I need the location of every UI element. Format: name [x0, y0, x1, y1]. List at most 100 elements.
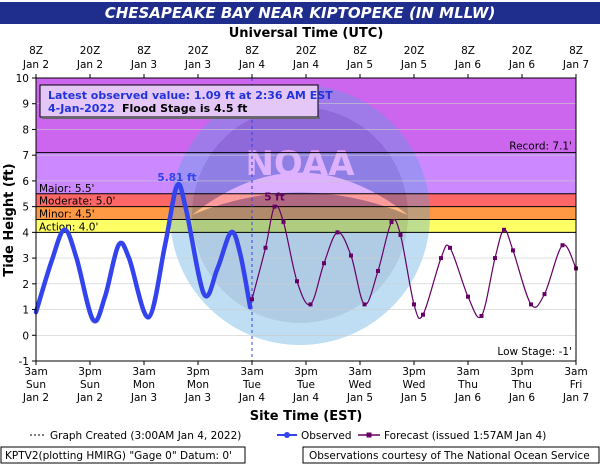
forecast-point	[263, 245, 268, 250]
bottom-tick-time: 3pm	[510, 366, 534, 378]
bottom-tick-day: Wed	[403, 379, 426, 391]
bottom-tick-day: Mon	[187, 379, 209, 391]
forecast-point	[335, 230, 340, 235]
bottom-tick-day: Thu	[457, 379, 478, 391]
stage-lines: Record: 7.1' Major: 5.5'Moderate: 5.0'Min…	[36, 141, 576, 358]
forecast-point	[448, 245, 452, 250]
footer-right-text: Observations courtesy of The National Oc…	[309, 450, 590, 462]
legend-forecast-marker	[366, 432, 372, 438]
top-tick-date: Jan 2	[76, 59, 103, 71]
forecast-point	[542, 292, 547, 297]
forecast-point	[322, 261, 326, 266]
bottom-tick-date: Jan 5	[400, 392, 427, 404]
top-tick-date: Jan 5	[400, 59, 427, 71]
forecast-point	[529, 302, 533, 307]
observed-peak-label: 5.81 ft	[157, 172, 196, 184]
stage-label-moderate: Moderate: 5.0'	[39, 196, 115, 208]
bottom-tick-day: Fri	[570, 379, 583, 391]
bottom-tick-day: Tue	[296, 379, 315, 391]
chart-title: CHESAPEAKE BAY NEAR KIPTOPEKE (IN MLLW)	[105, 4, 496, 22]
y-axis-title: Tide Height (ft)	[2, 163, 17, 276]
top-tick-date: Jan 6	[508, 59, 536, 71]
top-tick-hour: 8Z	[461, 45, 475, 57]
forecast-point	[493, 256, 497, 261]
latest-value-date: 4-Jan-2022	[48, 102, 115, 115]
bottom-axis-title: Site Time (EST)	[250, 409, 363, 424]
forecast-point	[439, 256, 443, 261]
y-axis-ticks: -1 0 1 2 3 4 5 6 7 8 9 10	[16, 73, 36, 368]
bottom-tick-time: 3am	[132, 366, 155, 378]
top-tick-date: Jan 2	[22, 59, 49, 71]
y-tick-label: 5	[22, 202, 29, 214]
forecast-point	[389, 220, 394, 225]
bottom-tick-day: Tue	[242, 379, 261, 391]
bottom-tick-time: 3am	[564, 366, 587, 378]
legend-forecast-text: Forecast (issued 1:57AM Jan 4)	[384, 430, 546, 442]
bottom-tick-date: Jan 3	[130, 392, 157, 404]
series-layer: 5.81 ft 5 ft	[33, 78, 578, 361]
observed-series-line	[33, 182, 253, 324]
forecast-point	[412, 302, 416, 307]
y-tick-label: 7	[22, 150, 29, 162]
forecast-point	[466, 294, 470, 299]
top-tick-hour: 20Z	[80, 45, 101, 57]
forecast-point	[560, 243, 565, 248]
forecast-series-line	[251, 204, 577, 319]
major-band	[36, 152, 576, 194]
bottom-tick-date: Jan 6	[454, 392, 482, 404]
noaa-watermark: NOAA	[170, 85, 430, 345]
y-tick-label: 1	[22, 305, 29, 317]
flood-stage-text: Flood Stage is 4.5 ft	[122, 102, 247, 115]
bottom-tick-time: 3pm	[78, 366, 102, 378]
forecast-point	[281, 220, 286, 225]
stage-label-action: Action: 4.0'	[39, 221, 98, 233]
bottom-tick-day: Thu	[511, 379, 532, 391]
bottom-tick-day: Wed	[349, 379, 372, 391]
top-tick-hour: 8Z	[245, 45, 259, 57]
noaa-gull-shape	[192, 172, 408, 215]
top-axis-title: Universal Time (UTC)	[229, 26, 384, 41]
y-tick-label: 0	[22, 330, 29, 342]
bottom-tick-day: Sun	[80, 379, 100, 391]
forecast-point	[362, 302, 367, 307]
bottom-tick-date: Jan 4	[238, 392, 266, 404]
forecast-point	[479, 313, 484, 318]
stage-label-minor: Minor: 4.5'	[39, 209, 95, 221]
bottom-tick-time: 3pm	[294, 366, 318, 378]
top-tick-date: Jan 4	[238, 59, 266, 71]
y-tick-label: -1	[19, 356, 29, 368]
top-tick-hour: 8Z	[569, 45, 583, 57]
bottom-tick-time: 3am	[456, 366, 479, 378]
legend-observed-text: Observed	[301, 430, 352, 442]
forecast-peak-label: 5 ft	[264, 192, 285, 204]
plot-area: NOAA Record: 7.1' Major: 5.5'Moderate: 5.…	[33, 77, 578, 362]
top-tick-date: Jan 3	[130, 59, 157, 71]
legend: Graph Created (3:00AM Jan 4, 2022) Obser…	[30, 430, 546, 442]
bottom-tick-time: 3am	[348, 366, 371, 378]
stage-label-record: Record: 7.1'	[509, 141, 572, 153]
footer-left-box	[0, 446, 246, 464]
forecast-point	[272, 204, 277, 209]
info-box-bg	[39, 84, 319, 118]
bottom-tick-time: 3am	[240, 366, 263, 378]
bottom-tick-day: Sun	[26, 379, 46, 391]
top-tick-hour: 20Z	[512, 45, 533, 57]
bottom-tick-date: Jan 2	[22, 392, 49, 404]
legend-created-text: Graph Created (3:00AM Jan 4, 2022)	[50, 430, 241, 442]
forecast-point	[308, 302, 313, 307]
title-bar	[0, 2, 600, 24]
latest-value-text: Latest observed value: 1.09 ft at 2:36 A…	[48, 89, 333, 102]
bottom-tick-day: Mon	[133, 379, 155, 391]
forecast-point	[511, 248, 515, 253]
bottom-tick-time: 3am	[24, 366, 47, 378]
forecast-point	[250, 297, 254, 302]
y-tick-label: 8	[22, 124, 29, 136]
top-tick-hour: 20Z	[296, 45, 317, 57]
y-tick-label: 3	[22, 253, 29, 265]
top-tick-date: Jan 4	[292, 59, 320, 71]
top-tick-hour: 8Z	[353, 45, 367, 57]
forecast-point	[421, 312, 425, 317]
bottom-tick-date: Jan 7	[562, 392, 589, 404]
